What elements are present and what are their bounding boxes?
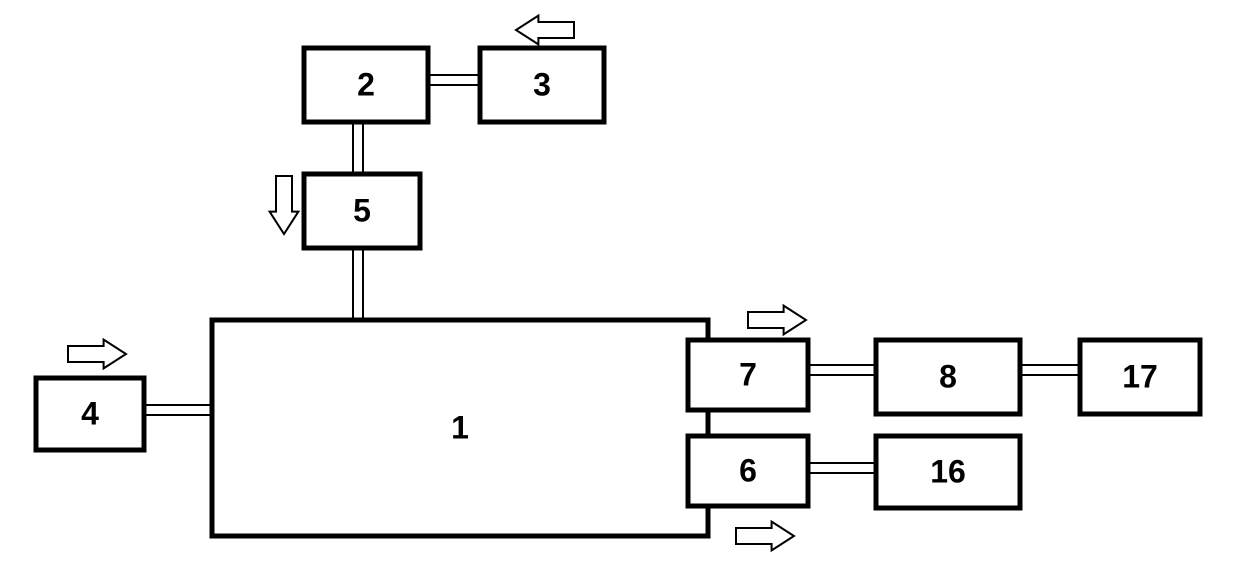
node-label-n4: 4 bbox=[81, 395, 99, 431]
connector-n8-n17 bbox=[1020, 365, 1080, 375]
arrow-right-4 bbox=[736, 522, 794, 551]
connector-n7-n8 bbox=[808, 365, 876, 375]
arrow-right-3 bbox=[748, 306, 806, 335]
node-label-n8: 8 bbox=[939, 358, 957, 394]
arrow-right-2 bbox=[68, 340, 126, 369]
node-n4: 4 bbox=[36, 378, 144, 450]
node-label-n7: 7 bbox=[739, 356, 757, 392]
node-label-n3: 3 bbox=[533, 66, 551, 102]
node-n1: 1 bbox=[212, 320, 708, 536]
connector-n2-n3 bbox=[428, 75, 480, 85]
arrow-down-1 bbox=[270, 176, 299, 234]
node-label-n16: 16 bbox=[930, 453, 966, 489]
node-n6: 6 bbox=[688, 436, 808, 506]
connector-n4-n1 bbox=[144, 405, 212, 415]
node-label-n5: 5 bbox=[353, 192, 371, 228]
node-n3: 3 bbox=[480, 48, 604, 122]
diagram-canvas: 1 2 3 4 5 6 7 8 16 17 bbox=[0, 0, 1240, 584]
node-label-n17: 17 bbox=[1122, 358, 1158, 394]
node-n16: 16 bbox=[876, 436, 1020, 508]
node-label-n6: 6 bbox=[739, 452, 757, 488]
connector-n2-n5 bbox=[353, 122, 363, 174]
node-n17: 17 bbox=[1080, 340, 1200, 414]
arrow-left-0 bbox=[516, 16, 574, 45]
node-n7: 7 bbox=[688, 340, 808, 410]
connector-n5-n1 bbox=[353, 248, 363, 320]
node-n2: 2 bbox=[304, 48, 428, 122]
connector-n6-n16 bbox=[808, 463, 876, 473]
node-label-n1: 1 bbox=[451, 409, 469, 445]
node-n8: 8 bbox=[876, 340, 1020, 414]
node-n5: 5 bbox=[304, 174, 420, 248]
node-label-n2: 2 bbox=[357, 66, 375, 102]
